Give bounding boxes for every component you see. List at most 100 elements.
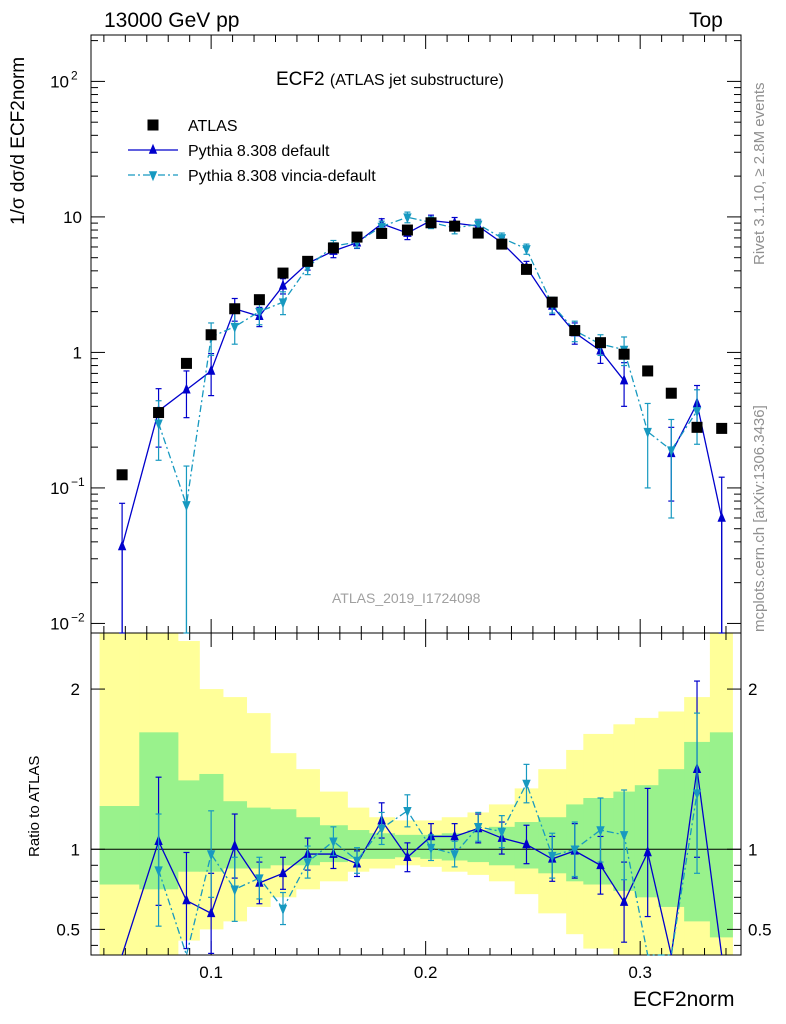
series-1-point-16 [522,245,531,256]
atlas-point-11 [401,224,413,236]
ratio-1-point-19 [596,826,605,837]
series-0-point-3 [206,364,216,375]
band-green-22 [658,769,685,907]
main-panel-data [116,211,728,634]
ratio-1-point-15 [497,827,507,838]
ratio-1-point-17 [548,851,557,862]
series-line-1-0 [157,216,698,506]
y-tick-exp-100: 2 [71,68,78,82]
atlas-point-21 [642,365,654,377]
atlas-point-17 [546,296,558,308]
series-1-point-5 [255,307,264,318]
ratio-1-point-23 [692,789,702,800]
series-1-point-4 [230,322,239,333]
ratio-1-point-8 [329,837,338,848]
y-axis-label: 1/σ dσ/d ECF2norm [8,56,29,225]
x-tick-label-0.3: 0.3 [628,963,652,982]
y-tick-label-0.01: 10 [50,614,69,633]
atlas-point-13 [449,220,461,232]
y-tick-exp-0.01: −2 [71,610,85,624]
y-tick-label-0.1: 10 [50,479,69,498]
series-1-point-23 [692,407,702,418]
x-tick-label-0.1: 0.1 [199,963,223,982]
ratio-0-point-2 [182,894,191,905]
atlas-point-14 [472,227,484,239]
series-0-point-24 [717,511,726,522]
series-1-point-6 [278,298,288,309]
atlas-point-20 [618,348,630,360]
ratio-0-point-20 [619,895,629,906]
atlas-point-0 [116,469,128,481]
series-0-point-20 [619,374,629,385]
band-green-24 [709,732,733,938]
ratio-line-1-0 [157,781,698,958]
series-0-point-2 [182,383,191,394]
ratio-0-point-4 [230,839,239,850]
ratio-1-point-20 [619,831,629,842]
ratio-1-point-11 [403,807,412,818]
atlas-point-16 [520,263,532,275]
series-1-point-21 [643,427,652,438]
x-axis-label: ECF2norm [633,988,735,1011]
legend-marker-1 [148,143,158,154]
atlas-point-4 [229,303,241,315]
atlas-point-19 [594,337,606,349]
band-yellow-0 [99,633,140,955]
series-1-point-22 [667,446,676,457]
band-green-2 [177,780,200,872]
atlas-point-10 [376,227,388,239]
series-0-point-6 [278,279,288,290]
ratio-tick-label-l-2: 2 [71,680,80,699]
series-line-0-0 [121,219,625,547]
atlas-point-5 [253,294,265,306]
ratio-1-point-18 [570,845,579,856]
ratio-tick-label-r-0.5: 0.5 [748,920,772,939]
ratio-axis-label: Ratio to ATLAS [26,755,43,857]
ratio-1-point-14 [474,823,483,834]
chart-title: ECF2 (ATLAS jet substructure) [276,69,504,91]
analysis-label: ATLAS_2019_I1724098 [332,590,481,606]
series-1-point-11 [403,213,412,224]
band-green-19 [583,798,614,885]
ratio-1-point-10 [377,824,386,835]
band-green-14 [467,830,490,863]
y-tick-exp-0.1: −1 [71,475,85,489]
atlas-point-15 [496,238,508,250]
legend-marker-0 [147,119,159,131]
process-label: Top [689,9,723,32]
atlas-point-12 [425,217,437,229]
ratio-1-point-7 [303,858,312,869]
ratio-0-point-21 [643,846,652,857]
ratio-1-point-5 [255,874,264,885]
atlas-point-2 [180,357,192,369]
ratio-tick-label-l-1: 1 [71,840,80,859]
series-1-point-14 [474,220,483,231]
mcplots-label: mcplots.cern.ch [arXiv:1306.3436] [751,405,768,632]
atlas-point-22 [665,387,677,399]
atlas-point-23 [691,421,703,433]
ratio-tick-label-r-1: 1 [748,840,757,859]
atlas-point-3 [205,329,217,341]
y-tick-label-1: 1 [73,343,82,362]
chart-title-main: ECF2 [276,69,325,90]
ratio-tick-label-r-2: 2 [748,680,757,699]
atlas-point-1 [153,407,165,419]
ratio-tick-label-l-0.5: 0.5 [56,920,80,939]
y-tick-label-10: 10 [63,208,82,227]
legend: ATLAS Pythia 8.308 default Pythia 8.308 vi… [128,118,376,185]
atlas-point-7 [302,255,314,267]
y-tick-label-100: 10 [50,72,69,91]
ratio-panel-data [121,680,723,958]
atlas-point-8 [327,242,339,254]
band-green-0 [99,806,140,885]
legend-label-1: Pythia 8.308 default [188,143,330,160]
series-1-point-1 [154,419,163,430]
chart-subtitle: (ATLAS jet substructure) [329,72,504,89]
ratio-0-point-11 [403,850,412,862]
ratio-1-point-16 [522,779,531,790]
rivet-label: Rivet 3.1.10, ≥ 2.8M events [751,82,768,266]
ratio-0-point-6 [278,866,288,878]
ratio-0-point-16 [522,838,531,849]
